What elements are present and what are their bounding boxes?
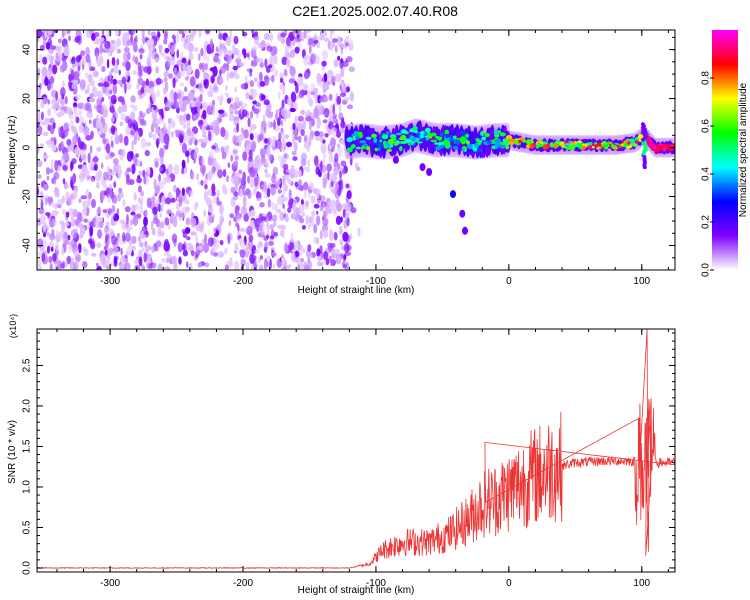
y-tick-label: 2.5 bbox=[22, 358, 33, 372]
x-tick-label: -200 bbox=[233, 578, 253, 589]
y-tick-label: 40 bbox=[22, 44, 33, 56]
snr-x-axis-label: Height of straight line (km) bbox=[298, 585, 415, 596]
spectrogram-x-axis-label: Height of straight line (km) bbox=[298, 285, 415, 296]
y-tick-label: 0.0 bbox=[22, 561, 33, 575]
y-tick-label: 1.5 bbox=[22, 439, 33, 453]
snr-y-axis-label: SNR (10 * v/v) bbox=[7, 420, 18, 484]
snr-ticks: -300 -200 -100 0 100 0.0 0.5 1.0 1.5 2.0 2.5 bbox=[22, 329, 675, 589]
snr-frame bbox=[36, 328, 676, 573]
x-tick-label: -200 bbox=[233, 276, 253, 287]
figure-title: C2E1.2025.002.07.40.R08 bbox=[292, 3, 458, 19]
colorbar-tick-label: 0.6 bbox=[701, 119, 712, 133]
tail-point bbox=[419, 163, 426, 172]
x-tick-label: -300 bbox=[100, 578, 120, 589]
y-tick-label: 20 bbox=[22, 93, 33, 105]
y-tick-label: 0 bbox=[22, 144, 33, 150]
tail-point bbox=[462, 226, 468, 235]
x-tick-label: -300 bbox=[100, 276, 120, 287]
x-tick-label: -100 bbox=[366, 578, 386, 589]
colorbar-label: Normalized spectral amplitude bbox=[738, 82, 749, 217]
x-tick-label: 100 bbox=[633, 276, 650, 287]
y-tick-label: 1.0 bbox=[22, 480, 33, 494]
y-tick-label: -40 bbox=[22, 238, 33, 253]
x-tick-label: 0 bbox=[506, 276, 512, 287]
tail-point bbox=[459, 209, 466, 218]
y-tick-label: 2.0 bbox=[22, 399, 33, 413]
snr-series-line bbox=[37, 329, 675, 570]
colorbar-tick-label: 0.8 bbox=[701, 71, 712, 85]
colorbar-bar bbox=[712, 30, 738, 270]
snr-y-multiplier: (x10⁴) bbox=[8, 314, 18, 338]
spectrogram-frame bbox=[36, 29, 676, 271]
x-tick-label: 100 bbox=[633, 578, 650, 589]
tail-point bbox=[426, 168, 433, 176]
y-tick-label: 0.5 bbox=[22, 520, 33, 534]
colorbar-tick-label: 0.4 bbox=[701, 167, 712, 181]
y-tick-label: -20 bbox=[22, 189, 33, 204]
tail-point bbox=[392, 155, 399, 164]
spectrogram-image bbox=[37, 30, 675, 270]
colorbar: 0.0 0.2 0.4 0.6 0.8 Normalized spectral ampl… bbox=[701, 30, 749, 277]
snr-panel: -300 -200 -100 0 100 0.0 0.5 1.0 1.5 2.0 2.5 Heigh… bbox=[7, 314, 676, 596]
spectrogram-y-axis-label: Frequency (Hz) bbox=[7, 116, 18, 185]
colorbar-ticks: 0.0 0.2 0.4 0.6 0.8 bbox=[701, 71, 714, 277]
x-tick-label: 0 bbox=[506, 578, 512, 589]
colorbar-tick-label: 0.0 bbox=[701, 263, 712, 277]
tail-point bbox=[450, 190, 456, 199]
x-tick-label: -100 bbox=[366, 276, 386, 287]
colorbar-tick-label: 0.2 bbox=[701, 215, 712, 229]
